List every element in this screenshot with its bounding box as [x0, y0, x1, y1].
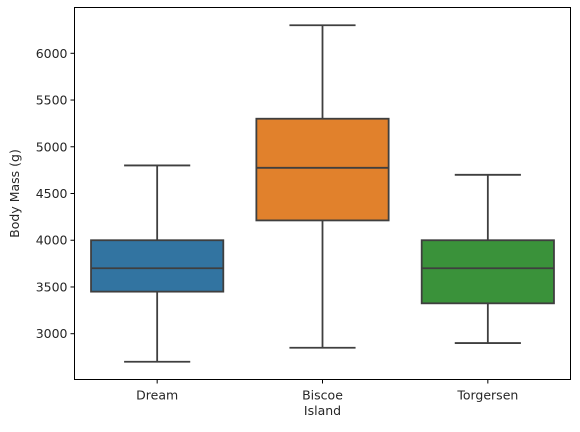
y-tick-label: 5500 — [36, 93, 68, 108]
y-tick-label: 4500 — [36, 186, 68, 201]
x-axis: Dream Biscoe Torgersen — [136, 379, 518, 403]
x-tick-label: Biscoe — [302, 388, 343, 403]
y-tick-label: 4000 — [36, 233, 68, 248]
box-biscoe — [255, 24, 390, 349]
iqr-box — [90, 239, 225, 293]
y-axis: 3000 3500 4000 4500 5000 5500 6000 — [36, 46, 75, 341]
y-axis-label: Body Mass (g) — [7, 149, 22, 238]
box-group — [90, 24, 555, 363]
y-tick-label: 3000 — [36, 326, 68, 341]
box-torgersen — [420, 173, 555, 344]
y-tick-label: 6000 — [36, 46, 68, 61]
y-tick-label: 5000 — [36, 139, 68, 154]
box-dream — [90, 164, 225, 363]
x-tick-label: Torgersen — [456, 388, 518, 403]
iqr-box — [420, 239, 555, 305]
iqr-box — [255, 117, 390, 222]
x-axis-label: Island — [304, 403, 341, 418]
y-tick-label: 3500 — [36, 279, 68, 294]
x-tick-label: Dream — [136, 388, 178, 403]
plot-frame — [74, 7, 571, 380]
